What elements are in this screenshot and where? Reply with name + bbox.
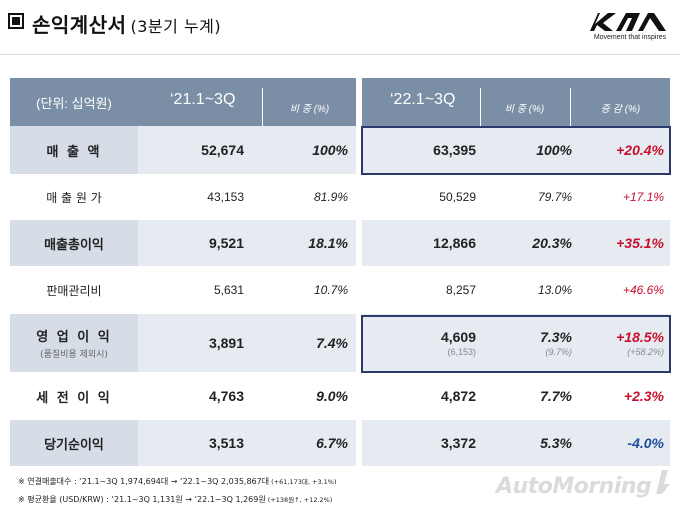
ratio-header-2021: 비 중 (%) xyxy=(262,88,356,126)
unit-label: (단위: 십억원) xyxy=(36,95,112,111)
row-label: 판매관리비 xyxy=(46,283,102,298)
ratio-2021: 81.9% xyxy=(313,190,348,204)
table-header-2021: (단위: 십억원) ‘21.1~3Q 비 중 (%) xyxy=(10,78,356,126)
value-2022: 3,372 xyxy=(440,435,476,451)
row-label: 세 전 이 익 xyxy=(36,390,112,406)
change-value-excl: (+58.2%) xyxy=(627,347,664,357)
row-note: (품질비용 제외시) xyxy=(40,350,108,360)
ratio-2021: 6.7% xyxy=(316,435,348,451)
table-row-sga: 판매관리비 5,631 10.7% 8,257 13.0% +46.6% xyxy=(10,266,670,314)
value-2021: 3,513 xyxy=(208,435,244,451)
change-value: +2.3% xyxy=(623,388,664,404)
row-label: 매 출 원 가 xyxy=(46,190,102,205)
change-value: +17.1% xyxy=(622,190,664,204)
logo-tagline: Movement that inspires xyxy=(593,34,667,41)
kia-logo xyxy=(586,10,672,46)
ratio-2022: 7.7% xyxy=(540,388,572,404)
watermark-mark-icon xyxy=(656,470,670,494)
value-2021: 43,153 xyxy=(207,190,244,204)
table-row-cogs: 매 출 원 가 43,153 81.9% 50,529 79.7% +17.1% xyxy=(10,174,670,220)
ratio-2022: 20.3% xyxy=(532,235,572,251)
ratio-2021: 18.1% xyxy=(308,235,348,251)
row-label: 매출총이익 xyxy=(10,220,138,266)
ratio-2021: 7.4% xyxy=(316,335,348,351)
period-2022-header: ‘22.1~3Q xyxy=(390,91,456,108)
ratio-2022: 100% xyxy=(536,142,572,158)
square-bullet-icon xyxy=(8,13,24,29)
value-2022: 4,872 xyxy=(440,388,476,404)
ratio-2021: 9.0% xyxy=(316,388,348,404)
income-statement-table: 매 출 액 52,674 100% 63,395 100% +20.4% 매 출… xyxy=(10,126,670,466)
row-label: 당기순이익 xyxy=(10,420,138,466)
ratio-2022: 5.3% xyxy=(540,435,572,451)
ratio-2021: 10.7% xyxy=(313,283,348,297)
value-2021: 9,521 xyxy=(208,235,244,251)
value-2022: 63,395 xyxy=(433,142,476,158)
change-value: -4.0% xyxy=(627,435,664,451)
value-2022: 50,529 xyxy=(439,190,476,204)
page-subtitle: (3분기 누계) xyxy=(130,17,222,36)
revenue-highlight-box xyxy=(361,126,671,175)
footnote-exchange-rate: ※ 평균환율 (USD/KRW) : ‘21.1~3Q 1,131원 → ‘22… xyxy=(18,495,333,504)
value-2021: 52,674 xyxy=(201,142,244,158)
row-label: 매 출 액 xyxy=(10,126,138,174)
value-2022: 8,257 xyxy=(445,283,476,297)
ratio-header-2022: 비 중 (%) xyxy=(480,88,568,126)
operating-profit-highlight-box xyxy=(361,315,671,373)
table-row-gross-profit: 매출총이익 9,521 18.1% 12,866 20.3% +35.1% xyxy=(10,220,670,266)
value-2022-excl: (6,153) xyxy=(447,347,476,357)
table-row-pretax-profit: 세 전 이 익 4,763 9.0% 4,872 7.7% +2.3% xyxy=(10,372,670,420)
value-2021: 5,631 xyxy=(213,283,244,297)
table-row-net-income: 당기순이익 3,513 6.7% 3,372 5.3% -4.0% xyxy=(10,420,670,466)
header-divider xyxy=(0,54,680,55)
value-2021: 4,763 xyxy=(208,388,244,404)
page-header: 손익계산서 (3분기 누계) Movement that inspires xyxy=(0,0,680,50)
change-value: +35.1% xyxy=(616,235,664,251)
value-2021: 3,891 xyxy=(208,335,244,351)
change-value: +20.4% xyxy=(616,142,664,158)
change-value: +18.5% (+58.2%) xyxy=(616,329,664,357)
column-gap xyxy=(356,126,362,466)
table-row-revenue: 매 출 액 52,674 100% 63,395 100% +20.4% xyxy=(10,126,670,174)
value-2022: 4,609 (6,153) xyxy=(440,329,476,357)
value-2022: 12,866 xyxy=(433,235,476,251)
ratio-2022: 7.3% (9.7%) xyxy=(540,329,572,357)
table-header-2022: ‘22.1~3Q 비 중 (%) 증 감 (%) xyxy=(362,78,670,126)
table-row-operating-profit: 영 업 이 익 (품질비용 제외시) 3,891 7.4% 4,609 (6,1… xyxy=(10,314,670,372)
period-2021-header: ‘21.1~3Q xyxy=(170,91,236,108)
change-header: 증 감 (%) xyxy=(570,88,670,126)
watermark: AutoMorning xyxy=(496,474,652,499)
footnote-sales-volume: ※ 연결매출대수 : ‘21.1~3Q 1,974,694대 → ‘22.1~3… xyxy=(18,477,337,486)
ratio-2022-excl: (9.7%) xyxy=(545,347,572,357)
ratio-2021: 100% xyxy=(312,142,348,158)
change-value: +46.6% xyxy=(622,283,664,297)
ratio-2022: 79.7% xyxy=(537,190,572,204)
ratio-2022: 13.0% xyxy=(537,283,572,297)
row-label: 영 업 이 익 (품질비용 제외시) xyxy=(10,314,138,372)
page-title: 손익계산서 (3분기 누계) xyxy=(32,13,222,37)
